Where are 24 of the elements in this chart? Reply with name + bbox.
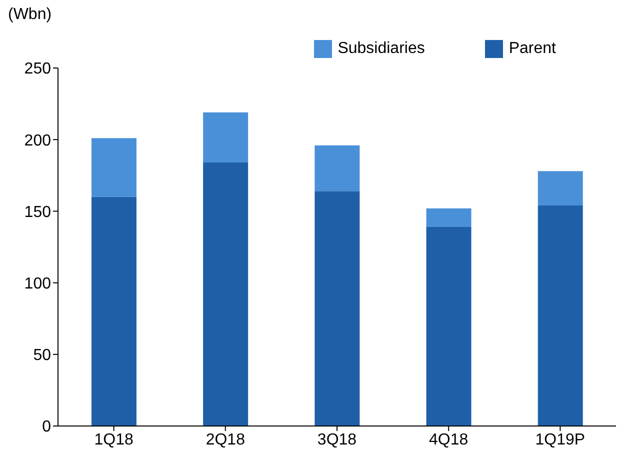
- y-tick-label: 50: [33, 347, 52, 364]
- bar: [538, 205, 583, 426]
- bar: [203, 112, 248, 163]
- y-tick-label: 150: [24, 204, 52, 221]
- legend-label: Subsidiaries: [336, 40, 425, 58]
- bar: [314, 145, 360, 192]
- x-tick-label: 1Q19P: [535, 431, 586, 448]
- y-tick-label: 200: [24, 132, 52, 150]
- legend-label: Parent: [508, 40, 556, 58]
- bar: [203, 162, 248, 426]
- bar: [91, 196, 136, 426]
- x-tick-label: 4Q18: [429, 431, 468, 448]
- y-tick-label: 0: [42, 418, 52, 436]
- x-tick-label: 3Q18: [317, 431, 357, 448]
- x-tick-label: 2Q18: [206, 431, 246, 448]
- bar: [314, 191, 360, 426]
- y-axis-title: (Wbn): [8, 6, 52, 24]
- y-tick-label: 250: [24, 60, 52, 78]
- bar: [426, 208, 472, 227]
- bar: [538, 171, 583, 206]
- bar: [426, 226, 472, 426]
- x-tick-label: 1Q18: [94, 431, 134, 448]
- y-tick-label: 100: [24, 275, 52, 292]
- bar: [91, 138, 136, 197]
